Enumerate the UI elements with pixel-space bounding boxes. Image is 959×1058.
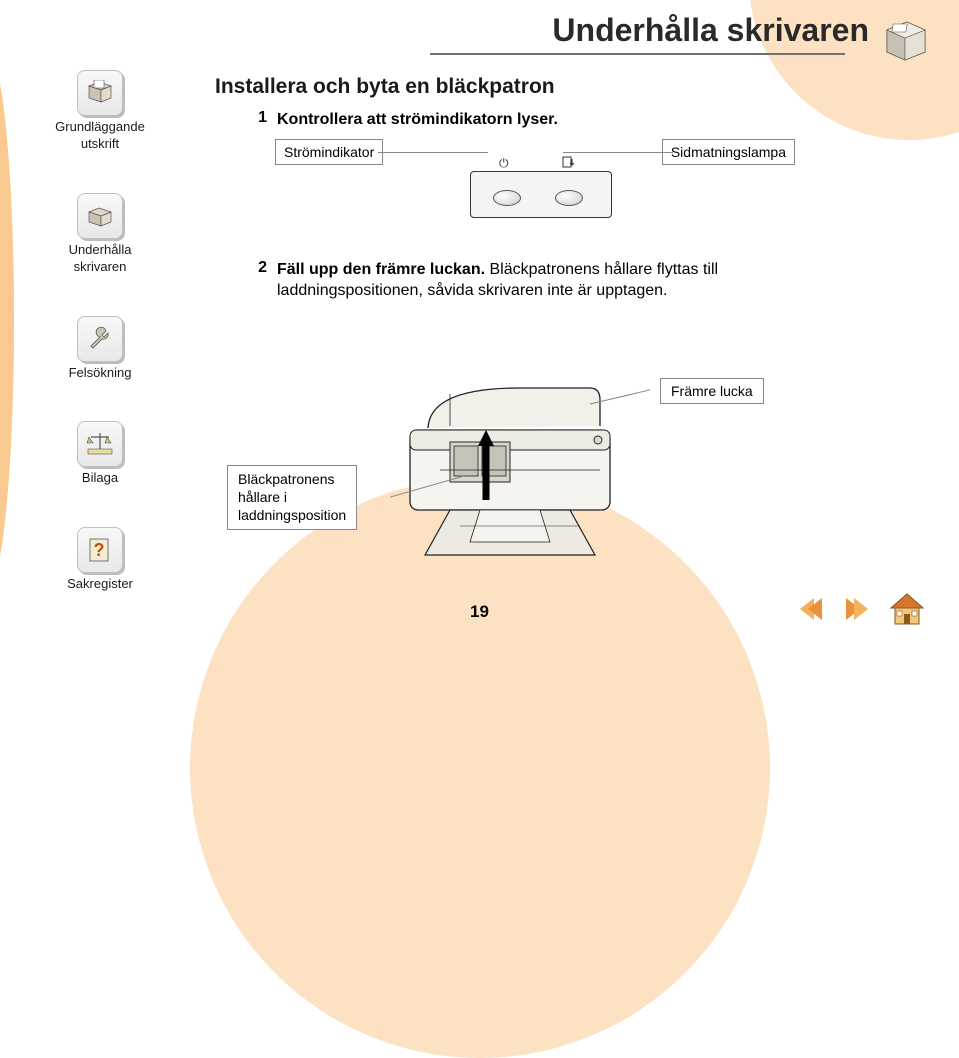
callout-front-door: Främre lucka — [660, 378, 764, 404]
feed-indicator-label: Sidmatningslampa — [662, 139, 795, 165]
power-icon: ⏻ — [499, 156, 509, 171]
sidebar-item-basic-print[interactable]: Grundläggande utskrift — [35, 70, 165, 153]
title-underline — [430, 53, 845, 55]
printer-paper-icon — [77, 70, 123, 116]
printer-3d-icon — [881, 14, 931, 62]
step-text-bold: Fäll upp den främre luckan. — [277, 261, 485, 278]
step-2: 2 Fäll upp den främre luckan. Bläckpatro… — [243, 259, 855, 302]
callout-cartridge-holder: Bläckpatronens hållare i laddningspositi… — [227, 465, 357, 530]
wrench-icon — [77, 316, 123, 362]
scale-icon — [77, 421, 123, 467]
sidebar-item-label: Grundläggande utskrift — [35, 119, 165, 153]
sidebar-item-appendix[interactable]: Bilaga — [35, 421, 165, 487]
footer-nav — [793, 594, 929, 624]
power-indicator-label: Strömindikator — [275, 139, 383, 165]
home-button[interactable] — [885, 594, 929, 624]
sidebar-item-index[interactable]: ? Sakregister — [35, 527, 165, 593]
sidebar-item-label: Sakregister — [35, 576, 165, 593]
section-heading: Installera och byta en bläckpatron — [215, 75, 855, 99]
printer-diagram — [390, 370, 650, 570]
step-1: 1 Kontrollera att strömindikatorn lyser. — [243, 109, 855, 131]
paper-feed-icon — [561, 156, 575, 173]
sidebar-item-label: Felsökning — [35, 365, 165, 382]
indicator-strip: ⏻ — [470, 171, 612, 218]
sidebar-item-label: Bilaga — [35, 470, 165, 487]
page-number: 19 — [470, 602, 489, 622]
power-indicator-led — [493, 190, 521, 206]
bg-left-arc — [0, 50, 14, 590]
main-content: Installera och byta en bläckpatron 1 Kon… — [215, 75, 855, 310]
sidebar-item-label: Underhålla skrivaren — [35, 242, 165, 276]
feed-indicator-led — [555, 190, 583, 206]
printer-icon — [77, 193, 123, 239]
sidebar-item-maintain[interactable]: Underhålla skrivaren — [35, 193, 165, 276]
diagram-indicators: Strömindikator Sidmatningslampa ⏻ — [275, 139, 795, 229]
nav-prev-button[interactable] — [793, 594, 829, 624]
step-number: 2 — [243, 259, 277, 302]
step-number: 1 — [243, 109, 277, 131]
nav-next-button[interactable] — [839, 594, 875, 624]
sidebar-nav: Grundläggande utskrift Underhålla skriva… — [35, 70, 165, 633]
svg-text:?: ? — [94, 540, 105, 560]
page-title: Underhålla skrivaren — [552, 12, 869, 49]
step-text: Kontrollera att strömindikatorn lyser. — [277, 111, 558, 128]
question-icon: ? — [77, 527, 123, 573]
sidebar-item-troubleshoot[interactable]: Felsökning — [35, 316, 165, 382]
